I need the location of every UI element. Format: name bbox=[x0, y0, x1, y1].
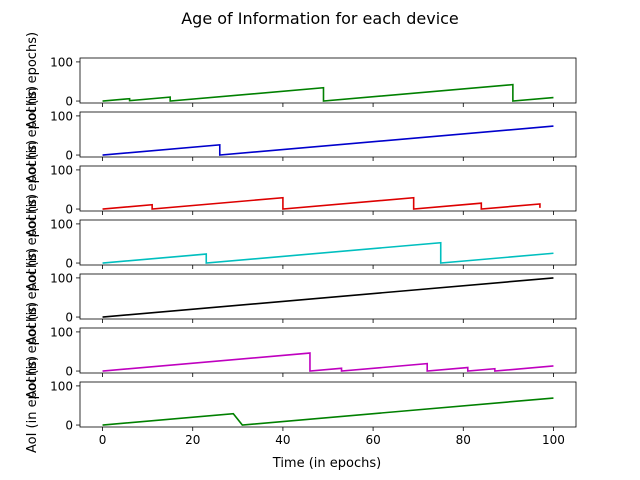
x-tick-label: 60 bbox=[365, 433, 380, 447]
y-tick-label: 0 bbox=[65, 311, 73, 325]
y-tick-label: 100 bbox=[50, 55, 73, 69]
y-tick-label: 0 bbox=[65, 95, 73, 109]
y-tick-label: 0 bbox=[65, 365, 73, 379]
x-tick-label: 0 bbox=[99, 433, 107, 447]
y-tick-label: 0 bbox=[65, 257, 73, 271]
axes-frame bbox=[79, 57, 577, 104]
y-tick-label: 100 bbox=[50, 271, 73, 285]
series-line bbox=[102, 241, 554, 264]
y-tick-label: 0 bbox=[65, 203, 73, 217]
series-line bbox=[102, 196, 541, 210]
x-tick-label: 40 bbox=[275, 433, 290, 447]
y-axis-label: AoI (in epochs) bbox=[25, 140, 40, 237]
y-axis-label: AoI (in epochs) bbox=[25, 356, 40, 453]
y-tick-label: 100 bbox=[50, 109, 73, 123]
series-line bbox=[102, 397, 554, 426]
series-line bbox=[102, 125, 554, 156]
axes-frame bbox=[79, 273, 577, 320]
y-tick-label: 100 bbox=[50, 379, 73, 393]
x-axis-label: Time (in epochs) bbox=[272, 456, 381, 471]
y-tick-label: 100 bbox=[50, 325, 73, 339]
y-tick-label: 0 bbox=[65, 419, 73, 433]
figure-title: Age of Information for each device bbox=[181, 9, 459, 28]
axes-frame bbox=[79, 327, 577, 374]
y-axis-label: AoI (in epochs) bbox=[25, 248, 40, 345]
series-line bbox=[102, 83, 554, 102]
y-axis-label: AoI (in epochs) bbox=[25, 302, 40, 399]
axes-frame bbox=[79, 165, 577, 212]
y-tick-label: 0 bbox=[65, 149, 73, 163]
axes-frame bbox=[79, 111, 577, 158]
y-axis-label: AoI (in epochs) bbox=[25, 32, 40, 129]
y-tick-label: 100 bbox=[50, 217, 73, 231]
x-tick-label: 100 bbox=[542, 433, 565, 447]
y-axis-label: AoI (in epochs) bbox=[25, 86, 40, 183]
series-line bbox=[102, 352, 554, 372]
y-tick-label: 100 bbox=[50, 163, 73, 177]
axes-frame bbox=[79, 219, 577, 266]
axes-frame bbox=[79, 381, 577, 428]
y-axis-label: AoI (in epochs) bbox=[25, 194, 40, 291]
x-tick-label: 80 bbox=[456, 433, 471, 447]
x-tick-label: 20 bbox=[185, 433, 200, 447]
series-line bbox=[102, 277, 554, 318]
